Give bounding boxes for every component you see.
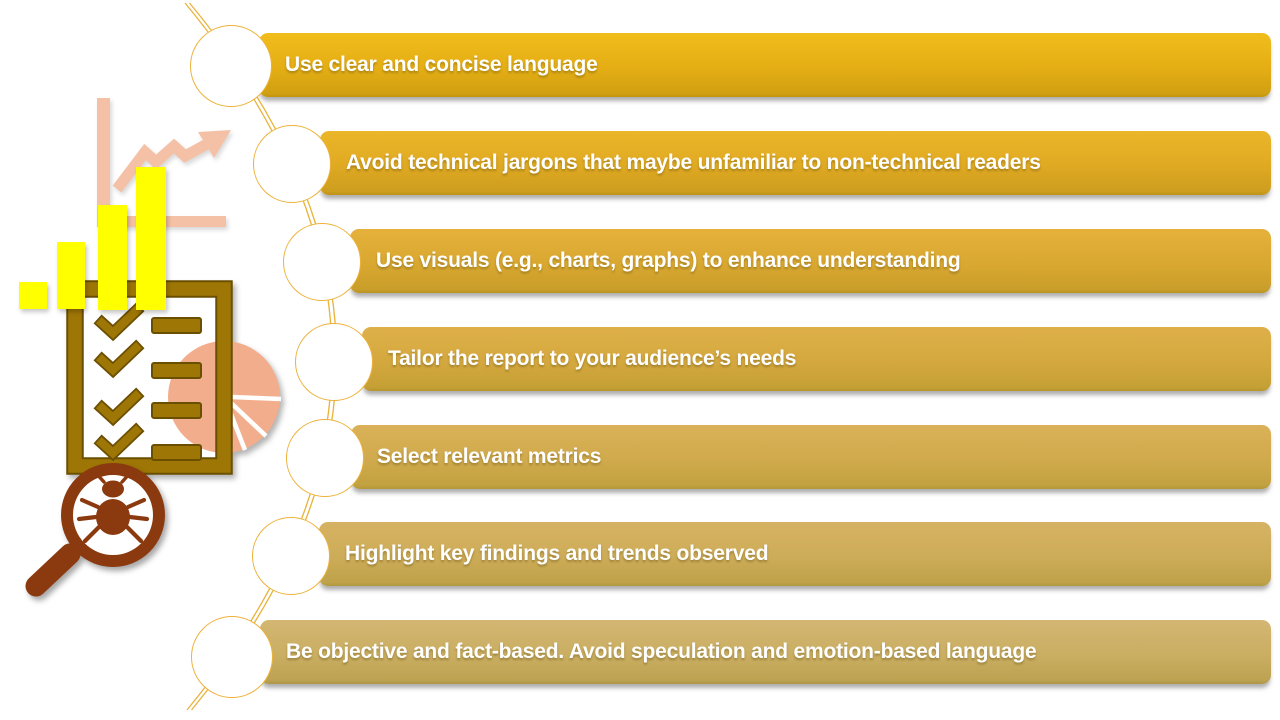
tip-bar-label: Tailor the report to your audience’s nee…: [388, 347, 797, 370]
timeline-node-6: [252, 517, 330, 595]
checkmark-icon: [93, 302, 145, 462]
bug-icon: [76, 469, 150, 544]
timeline-node-1: [190, 25, 272, 107]
tip-bar-1: Use clear and concise language: [259, 33, 1271, 97]
timeline-node-7: [191, 616, 273, 698]
checklist-clipboard-icon: [66, 280, 282, 475]
tip-bar-label: Highlight key findings and trends observ…: [345, 542, 769, 565]
tip-bar-3: Use visuals (e.g., charts, graphs) to en…: [350, 229, 1271, 293]
tip-bar-4: Tailor the report to your audience’s nee…: [362, 327, 1271, 391]
bar-chart-bars-icon: [19, 167, 166, 310]
report-analysis-illustration: [19, 98, 282, 597]
trend-arrow-icon: [112, 130, 231, 193]
timeline-node-3: [283, 223, 361, 301]
tip-bar-label: Be objective and fact-based. Avoid specu…: [286, 640, 1037, 663]
tip-bar-6: Highlight key findings and trends observ…: [319, 522, 1271, 586]
bar-chart-axes-icon: [97, 98, 226, 227]
tip-bar-7: Be objective and fact-based. Avoid specu…: [260, 620, 1271, 684]
pie-chart-icon: [168, 341, 282, 453]
timeline-node-5: [286, 419, 364, 497]
timeline-node-2: [253, 125, 331, 203]
tip-bar-label: Select relevant metrics: [377, 445, 602, 468]
tip-bar-label: Use clear and concise language: [285, 53, 598, 76]
checklist-line-item: [151, 317, 202, 461]
tip-bar-label: Use visuals (e.g., charts, graphs) to en…: [376, 249, 961, 272]
tip-bar-5: Select relevant metrics: [351, 425, 1271, 489]
bug-magnifier-icon: [25, 463, 165, 597]
tip-bar-2: Avoid technical jargons that maybe unfam…: [320, 131, 1271, 195]
tip-bar-label: Avoid technical jargons that maybe unfam…: [346, 151, 1041, 174]
timeline-node-4: [295, 323, 373, 401]
